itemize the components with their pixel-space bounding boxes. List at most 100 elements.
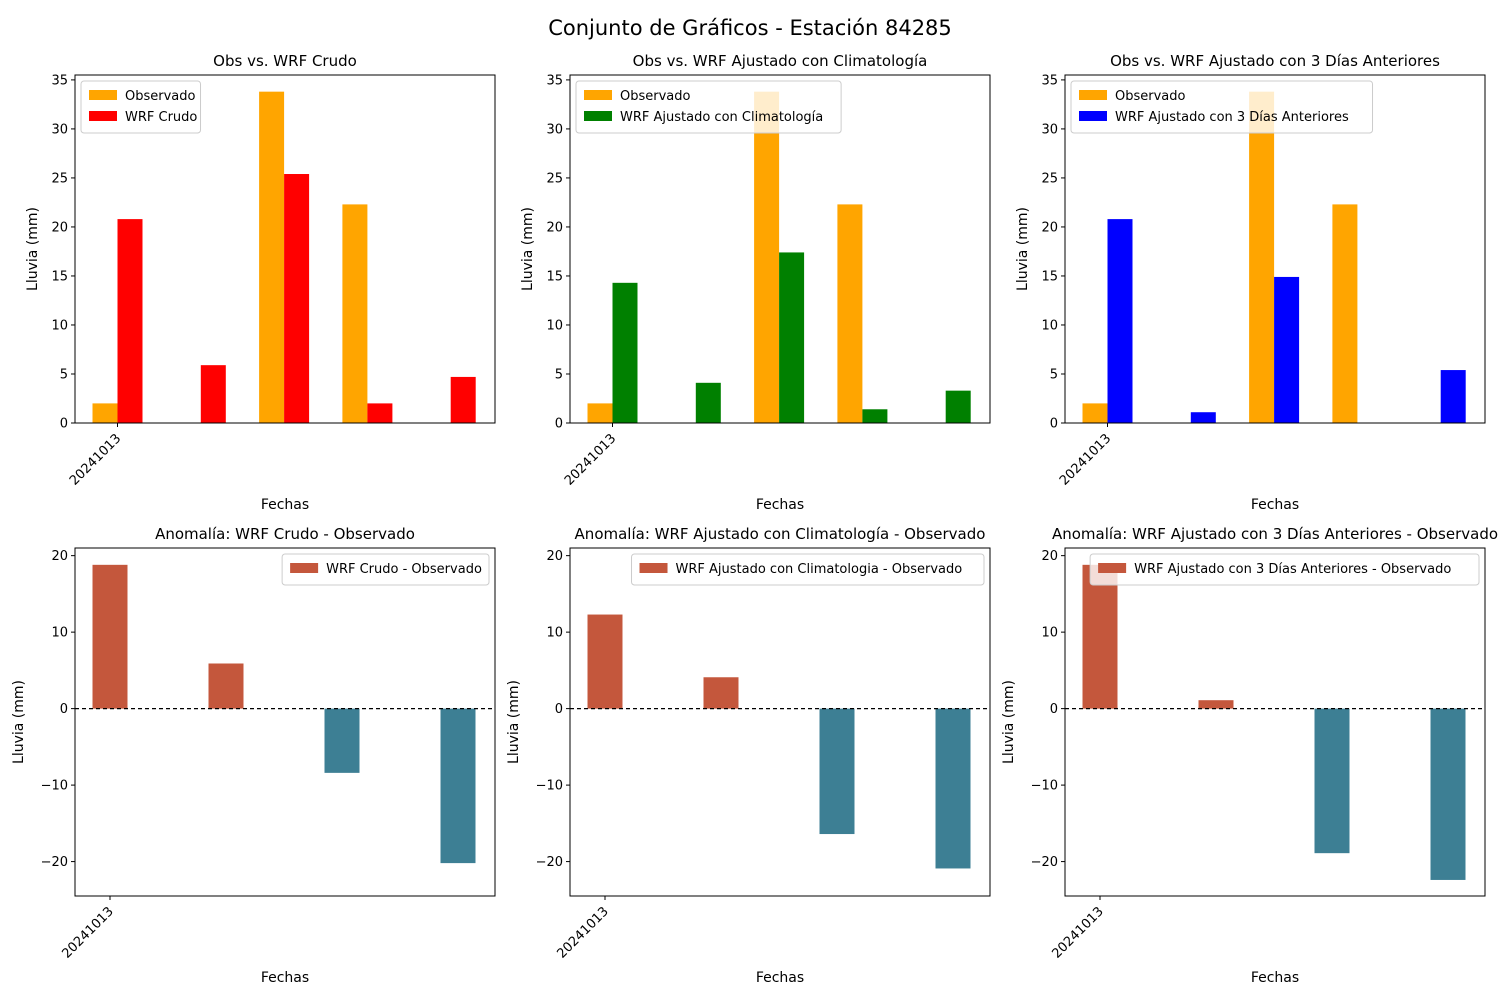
chart-0-legend-swatch-0 (89, 90, 117, 100)
chart-2-ytick-label-2: 10 (1041, 318, 1058, 333)
chart-2-ytick-label-3: 15 (1041, 269, 1058, 284)
chart-0-xtick-label-0: 20241013 (67, 431, 124, 488)
chart-3-ytick-label-1: −10 (41, 779, 68, 794)
chart-0-bar-0-2 (259, 91, 285, 423)
chart-5-bar-2 (1314, 708, 1350, 854)
chart-1-ytick-label-7: 35 (546, 73, 563, 88)
chart-3-legend (281, 553, 490, 586)
chart-3-title: Anomalía: WRF Crudo - Observado (155, 525, 415, 543)
chart-3-xtick-label-0: 20241013 (59, 904, 116, 961)
chart-3-ytick-label-4: 20 (51, 549, 68, 564)
chart-3-ylabel: Lluvia (mm) (11, 680, 27, 764)
chart-0-bar-1-3 (367, 403, 393, 423)
chart-0-bar-1-4 (450, 376, 476, 423)
chart-1-bar-1-3 (862, 409, 888, 423)
chart-2-legend-label-0: Observado (1115, 89, 1186, 104)
chart-5-ytick-label-1: −10 (1031, 779, 1058, 794)
chart-1-ytick-label-3: 15 (546, 269, 563, 284)
chart-4-ytick-label-4: 20 (546, 549, 563, 564)
chart-0-bar-1-2 (284, 174, 310, 423)
chart-1-legend-swatch-1 (584, 111, 612, 121)
chart-0-frame (74, 74, 496, 424)
chart-5-frame (1064, 547, 1486, 897)
chart-5-ylabel: Lluvia (mm) (1001, 680, 1017, 764)
chart-4-frame (569, 547, 991, 897)
chart-0-legend-swatch-1 (89, 111, 117, 121)
chart-0-ytick-label-4: 20 (51, 220, 68, 235)
chart-1-bar-1-0 (612, 282, 638, 423)
chart-2-ytick-label-5: 25 (1041, 171, 1058, 186)
chart-2-ylabel: Lluvia (mm) (1015, 207, 1031, 291)
chart-2-bar-1-2 (1274, 276, 1300, 423)
chart-5-xlabel: Fechas (1251, 970, 1299, 986)
chart-0-ylabel: Lluvia (mm) (25, 207, 41, 291)
chart-5-legend-label-0: WRF Ajustado con 3 Días Anteriores - Obs… (1134, 562, 1451, 577)
chart-2-legend (1070, 80, 1374, 134)
chart-3-ytick-label-0: −20 (41, 855, 68, 870)
chart-1-ytick-label-6: 30 (546, 122, 563, 137)
chart-4-legend-label-0: WRF Ajustado con Climatologia - Observad… (676, 562, 963, 577)
chart-1-bar-1-2 (779, 252, 805, 423)
chart-3-bar-0 (92, 564, 128, 709)
chart-0-ytick-label-5: 25 (51, 171, 68, 186)
chart-2-xtick-label-0: 20241013 (1057, 431, 1114, 488)
chart-2-bar-1-4 (1440, 370, 1466, 423)
chart-5-ytick-label-0: −20 (1031, 855, 1058, 870)
chart-0-ytick-label-2: 10 (51, 318, 68, 333)
chart-4-ytick-label-0: −20 (536, 855, 563, 870)
chart-1-legend-label-1: WRF Ajustado con Climatología (620, 110, 823, 125)
chart-2-ytick-label-0: 0 (1050, 417, 1058, 432)
chart-5-ytick-label-4: 20 (1041, 549, 1058, 564)
figure-title: Conjunto de Gráficos - Estación 84285 (548, 16, 952, 40)
chart-1-legend-label-0: Observado (620, 89, 691, 104)
chart-1-xtick-label-0: 20241013 (562, 431, 619, 488)
chart-1-ytick-label-2: 10 (546, 318, 563, 333)
chart-2-ytick-label-4: 20 (1041, 220, 1058, 235)
chart-4-ytick-label-2: 0 (555, 702, 563, 717)
chart-4-bar-2 (819, 708, 855, 835)
chart-0-ytick-label-0: 0 (60, 417, 68, 432)
chart-1-ytick-label-0: 0 (555, 417, 563, 432)
chart-2-ytick-label-7: 35 (1041, 73, 1058, 88)
chart-3-legend-label-0: WRF Crudo - Observado (326, 562, 482, 577)
chart-3-bar-2 (324, 708, 360, 773)
chart-0-bar-1-0 (117, 219, 143, 423)
chart-2-legend-swatch-0 (1079, 90, 1107, 100)
chart-0-bar-0-0 (92, 403, 118, 423)
chart-1-bar-1-4 (945, 390, 971, 423)
chart-0-ytick-label-3: 15 (51, 269, 68, 284)
chart-0-bar-1-1 (200, 365, 226, 423)
chart-1-ytick-label-5: 25 (546, 171, 563, 186)
chart-1-ylabel: Lluvia (mm) (520, 207, 536, 291)
chart-5-ytick-label-3: 10 (1041, 626, 1058, 641)
chart-2-bar-0-3 (1332, 204, 1358, 423)
chart-0-ytick-label-7: 35 (51, 73, 68, 88)
chart-0-title: Obs vs. WRF Crudo (213, 52, 357, 70)
chart-4-title: Anomalía: WRF Ajustado con Climatología … (575, 525, 986, 543)
chart-0-bar-0-3 (342, 204, 368, 423)
chart-3-bar-3 (440, 708, 476, 864)
chart-1-ytick-label-4: 20 (546, 220, 563, 235)
chart-5-legend-swatch-0 (1098, 563, 1127, 573)
chart-0-legend-label-0: Observado (125, 89, 196, 104)
chart-0-legend-label-1: WRF Crudo (125, 110, 197, 125)
chart-2-title: Obs vs. WRF Ajustado con 3 Días Anterior… (1110, 52, 1440, 70)
chart-0-ytick-label-6: 30 (51, 122, 68, 137)
chart-0-ytick-label-1: 5 (60, 367, 68, 382)
chart-2-ytick-label-1: 5 (1050, 367, 1058, 382)
chart-2-frame (1064, 74, 1486, 424)
chart-4-ytick-label-3: 10 (546, 626, 563, 641)
chart-4-legend-swatch-0 (639, 563, 668, 573)
chart-3-legend-swatch-0 (290, 563, 319, 573)
chart-0-xlabel: Fechas (261, 497, 309, 513)
chart-1-bar-0-2 (754, 91, 780, 423)
chart-1-bar-0-0 (587, 403, 613, 423)
chart-5-bar-3 (1430, 708, 1466, 880)
chart-5-title: Anomalía: WRF Ajustado con 3 Días Anteri… (1052, 525, 1498, 543)
chart-2-ytick-label-6: 30 (1041, 122, 1058, 137)
chart-1-ytick-label-1: 5 (555, 367, 563, 382)
chart-5-legend (1089, 553, 1480, 586)
chart-2-xlabel: Fechas (1251, 497, 1299, 513)
